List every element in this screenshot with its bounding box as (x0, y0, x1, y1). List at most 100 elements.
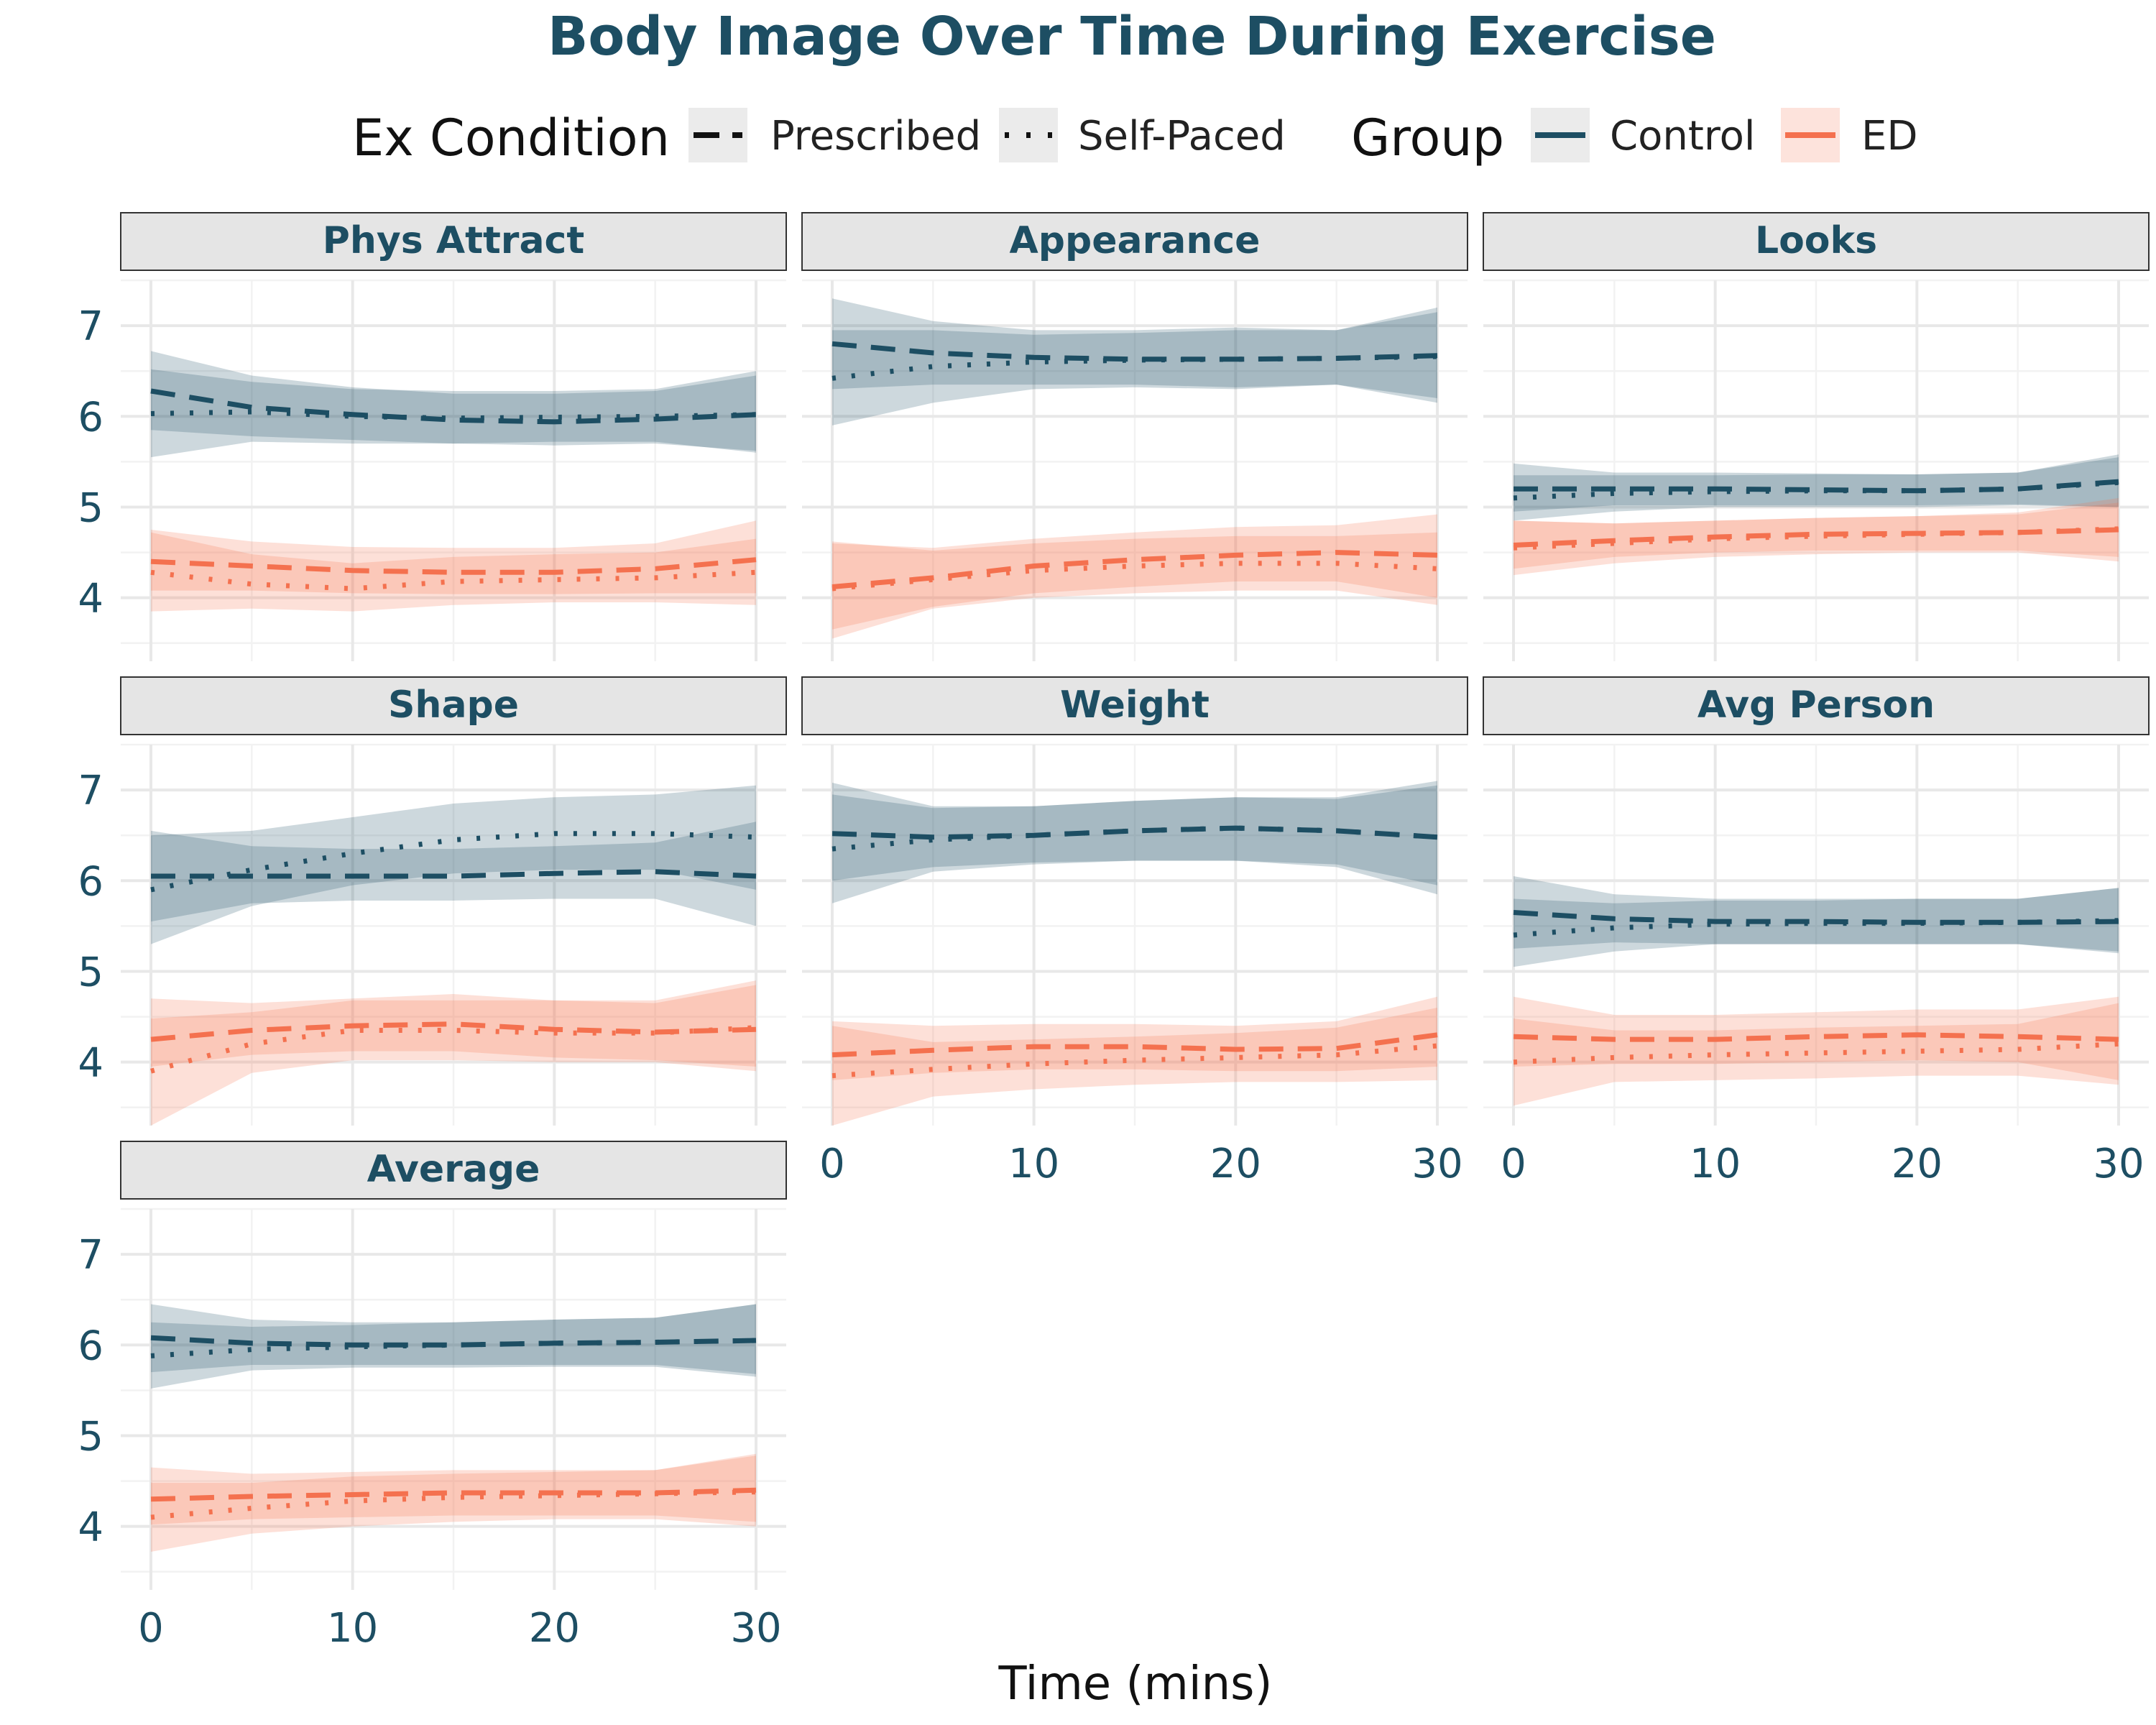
line-ed-prescribed (150, 1021, 757, 1042)
ribbon-ed-prescribed (832, 996, 1437, 1080)
y-tick-label: 7 (78, 303, 103, 350)
strip-avg-person (1483, 676, 2150, 735)
strip-label-avg-person: Avg Person (1697, 684, 1935, 727)
strip-shape (120, 676, 787, 735)
ribbon-ed-self-paced (1514, 497, 2119, 576)
panel-phys-attract: Phys Attract 4 5 6 7 (78, 212, 787, 661)
line-control-prescribed (150, 1335, 757, 1348)
ribbon-ed-prescribed (151, 1453, 756, 1525)
ribbon-control-self-paced (151, 785, 756, 944)
legend-label-ed: ED (1861, 113, 1918, 160)
panel-appearance: Appearance (801, 212, 1468, 661)
ribbon-ed-prescribed (1514, 996, 2119, 1080)
ribbon-ed-prescribed (151, 520, 756, 594)
line-ed-self-paced (150, 569, 757, 592)
panel-shape: Shape 4 5 6 7 (78, 676, 787, 1126)
y-tick-label: 5 (78, 949, 103, 995)
ribbon-ed-self-paced (832, 532, 1437, 639)
x-tick-label: 30 (2093, 1141, 2144, 1187)
ribbon-ed-prescribed (151, 985, 756, 1067)
legend: Ex Condition Prescribed Self-Paced Group… (352, 108, 1918, 167)
ribbon-control-prescribed (832, 783, 1437, 886)
strip-label-phys-attract: Phys Attract (323, 219, 584, 262)
ribbon-control-self-paced (151, 369, 756, 458)
legend-label-control: Control (1610, 113, 1755, 160)
y-tick-label: 6 (78, 1322, 103, 1369)
x-tick-label: 10 (327, 1605, 378, 1652)
ribbon-control-prescribed (151, 822, 756, 926)
ribbon-control-self-paced (151, 1304, 756, 1389)
ribbon-control-self-paced (1514, 888, 2119, 967)
ribbon-ed-self-paced (832, 1008, 1437, 1126)
y-tick-label: 5 (78, 1413, 103, 1460)
ribbon-control-self-paced (832, 781, 1437, 903)
x-tick-label: 0 (1501, 1141, 1526, 1187)
facet-panels: Phys Attract 4 5 6 7 Appearance Looks Shape 4 5 6 7… (78, 212, 2150, 1652)
strip-average (120, 1141, 787, 1200)
line-ed-self-paced (1513, 526, 2119, 551)
line-control-prescribed (150, 388, 757, 425)
y-tick-label: 5 (78, 484, 103, 531)
ribbon-control-prescribed (1514, 457, 2119, 512)
ribbon-ed-prescribed (832, 514, 1437, 630)
chart-title: Body Image Over Time During Exercise (548, 6, 1716, 68)
y-tick-label: 6 (78, 858, 103, 905)
x-tick-label: 10 (1690, 1141, 1741, 1187)
line-control-self-paced (150, 1338, 757, 1358)
panel-avg-person: Avg Person 0 10 20 30 (1483, 676, 2150, 1187)
ribbon-control-prescribed (151, 1304, 756, 1374)
ribbon-ed-self-paced (1514, 1003, 2119, 1106)
line-control-self-paced (831, 354, 1438, 381)
strip-looks (1483, 212, 2150, 271)
line-ed-self-paced (831, 561, 1438, 592)
line-ed-prescribed (150, 557, 757, 575)
ribbon-ed-self-paced (151, 532, 756, 612)
strip-label-average: Average (367, 1148, 540, 1191)
line-ed-prescribed (150, 1487, 757, 1502)
line-control-self-paced (1513, 918, 2119, 938)
line-ed-prescribed (1513, 1032, 2119, 1042)
strip-label-shape: Shape (388, 684, 519, 727)
x-tick-label: 30 (730, 1605, 781, 1652)
line-ed-prescribed (831, 1032, 1438, 1058)
ribbon-control-prescribed (151, 351, 756, 451)
x-tick-label: 20 (1210, 1141, 1261, 1187)
x-tick-label: 20 (1892, 1141, 1943, 1187)
panel-average: Average 4 5 6 7 0 10 20 30 (78, 1141, 787, 1652)
legend-label-self-paced: Self-Paced (1078, 113, 1286, 160)
panel-weight: Weight 0 10 20 30 (801, 676, 1468, 1187)
line-ed-prescribed (831, 550, 1438, 589)
line-control-prescribed (151, 869, 757, 879)
y-tick-label: 7 (78, 1232, 103, 1279)
ribbon-control-prescribed (832, 298, 1437, 403)
ribbon-control-self-paced (1514, 454, 2119, 521)
line-control-self-paced (831, 825, 1438, 852)
line-ed-self-paced (831, 1043, 1438, 1079)
legend-label-prescribed: Prescribed (770, 113, 981, 160)
y-tick-label: 4 (78, 1504, 103, 1551)
strip-label-looks: Looks (1755, 219, 1877, 262)
y-tick-label: 4 (78, 576, 103, 622)
ribbon-ed-self-paced (151, 980, 756, 1126)
legend-title-condition: Ex Condition (352, 109, 670, 167)
ribbon-control-prescribed (1514, 876, 2119, 954)
y-tick-label: 4 (78, 1040, 103, 1087)
strip-phys-attract (120, 212, 787, 271)
x-tick-label: 0 (138, 1605, 164, 1652)
strip-label-weight: Weight (1060, 684, 1210, 727)
legend-title-group: Group (1351, 109, 1504, 167)
y-tick-label: 7 (78, 768, 103, 814)
ribbon-ed-prescribed (1514, 502, 2119, 569)
x-tick-label: 20 (529, 1605, 580, 1652)
y-tick-label: 6 (78, 394, 103, 441)
x-tick-label: 10 (1008, 1141, 1059, 1187)
ribbon-ed-self-paced (151, 1455, 756, 1552)
line-ed-self-paced (150, 1489, 757, 1520)
strip-weight (801, 676, 1468, 735)
line-ed-prescribed (1513, 527, 2119, 548)
x-tick-label: 0 (819, 1141, 845, 1187)
x-tick-label: 30 (1411, 1141, 1462, 1187)
strip-appearance (801, 212, 1468, 271)
